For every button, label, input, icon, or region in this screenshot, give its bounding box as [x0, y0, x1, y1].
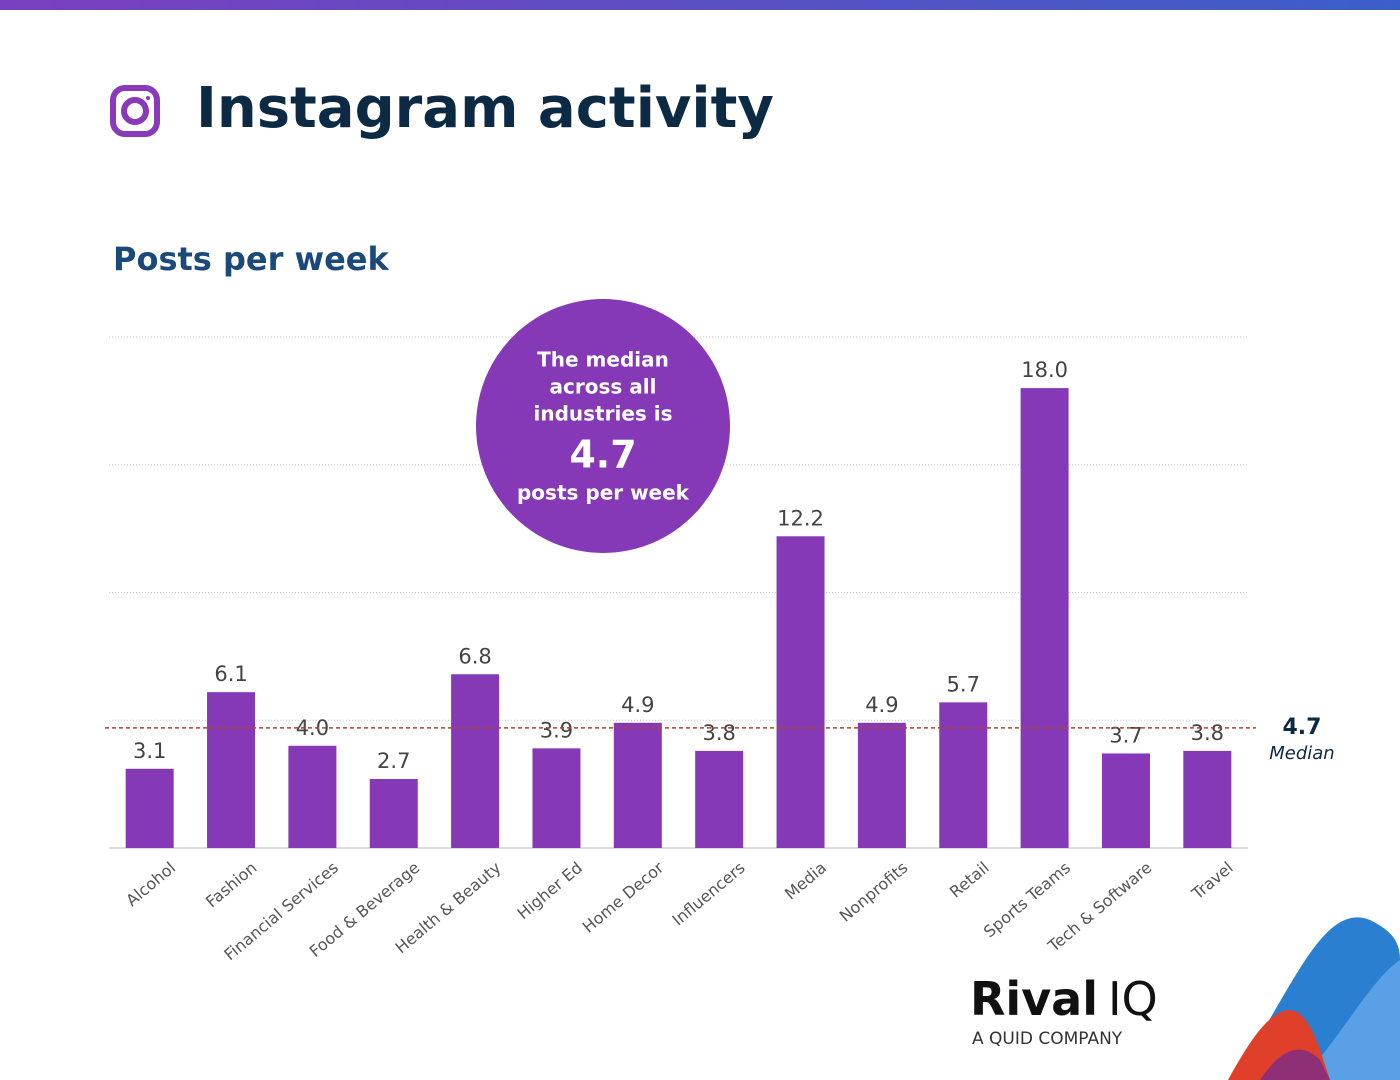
- value-label: 3.1: [133, 739, 166, 763]
- callout-text: The median: [537, 348, 669, 372]
- brand-name: Rival IQ: [970, 972, 1158, 1026]
- value-label: 12.2: [777, 506, 824, 530]
- callout-text: across all: [550, 375, 657, 399]
- value-label: 3.7: [1109, 723, 1142, 747]
- value-label: 4.9: [621, 693, 654, 717]
- instagram-icon: [110, 85, 160, 137]
- bar: [857, 722, 906, 848]
- callout-value: 4.7: [569, 433, 636, 477]
- value-label: 4.9: [865, 693, 898, 717]
- brand-name-light: IQ: [1108, 972, 1158, 1026]
- bar: [613, 722, 662, 848]
- decor-waves: [1228, 917, 1400, 1080]
- x-tick-label: Fashion: [202, 858, 260, 911]
- bar: [695, 750, 744, 848]
- callout-unit: posts per week: [517, 481, 690, 505]
- bar: [369, 779, 418, 848]
- x-tick-label: Home Decor: [579, 858, 668, 937]
- value-label: 2.7: [377, 749, 410, 773]
- x-tick-label: Nonprofits: [836, 858, 912, 926]
- chart-title: Instagram activity: [196, 76, 774, 141]
- value-label: 6.8: [458, 644, 491, 668]
- value-label: 18.0: [1021, 358, 1068, 382]
- bar: [776, 536, 825, 848]
- x-tick-label: Influencers: [669, 858, 749, 930]
- x-tick-label: Travel: [1187, 858, 1236, 904]
- value-label: 6.1: [214, 662, 247, 686]
- bar: [207, 692, 256, 848]
- value-label: 3.8: [702, 721, 735, 745]
- x-tick-label: Alcohol: [122, 858, 179, 910]
- brand-tagline: A QUID COMPANY: [972, 1029, 1123, 1049]
- top-bar: [0, 0, 1400, 10]
- bar: [125, 768, 174, 848]
- value-label: 3.8: [1191, 721, 1224, 745]
- x-tick-label: Higher Ed: [514, 858, 586, 923]
- value-label: 3.9: [540, 718, 573, 742]
- chart-subtitle: Posts per week: [113, 240, 389, 278]
- bar: [532, 748, 581, 848]
- bar: [1101, 753, 1150, 848]
- callout-text: industries is: [533, 402, 672, 426]
- x-tick-label: Retail: [946, 858, 993, 902]
- median-value: 4.7: [1283, 715, 1322, 740]
- bar: [939, 702, 988, 848]
- bar: [1020, 388, 1069, 848]
- callout-circle: [476, 299, 730, 553]
- median-label: Median: [1269, 743, 1334, 764]
- brand-name-bold: Rival: [970, 972, 1098, 1026]
- x-tick-label: Media: [781, 858, 830, 903]
- bar: [451, 674, 500, 848]
- bar: [288, 745, 337, 848]
- bar: [1183, 750, 1232, 848]
- value-label: 5.7: [947, 672, 980, 696]
